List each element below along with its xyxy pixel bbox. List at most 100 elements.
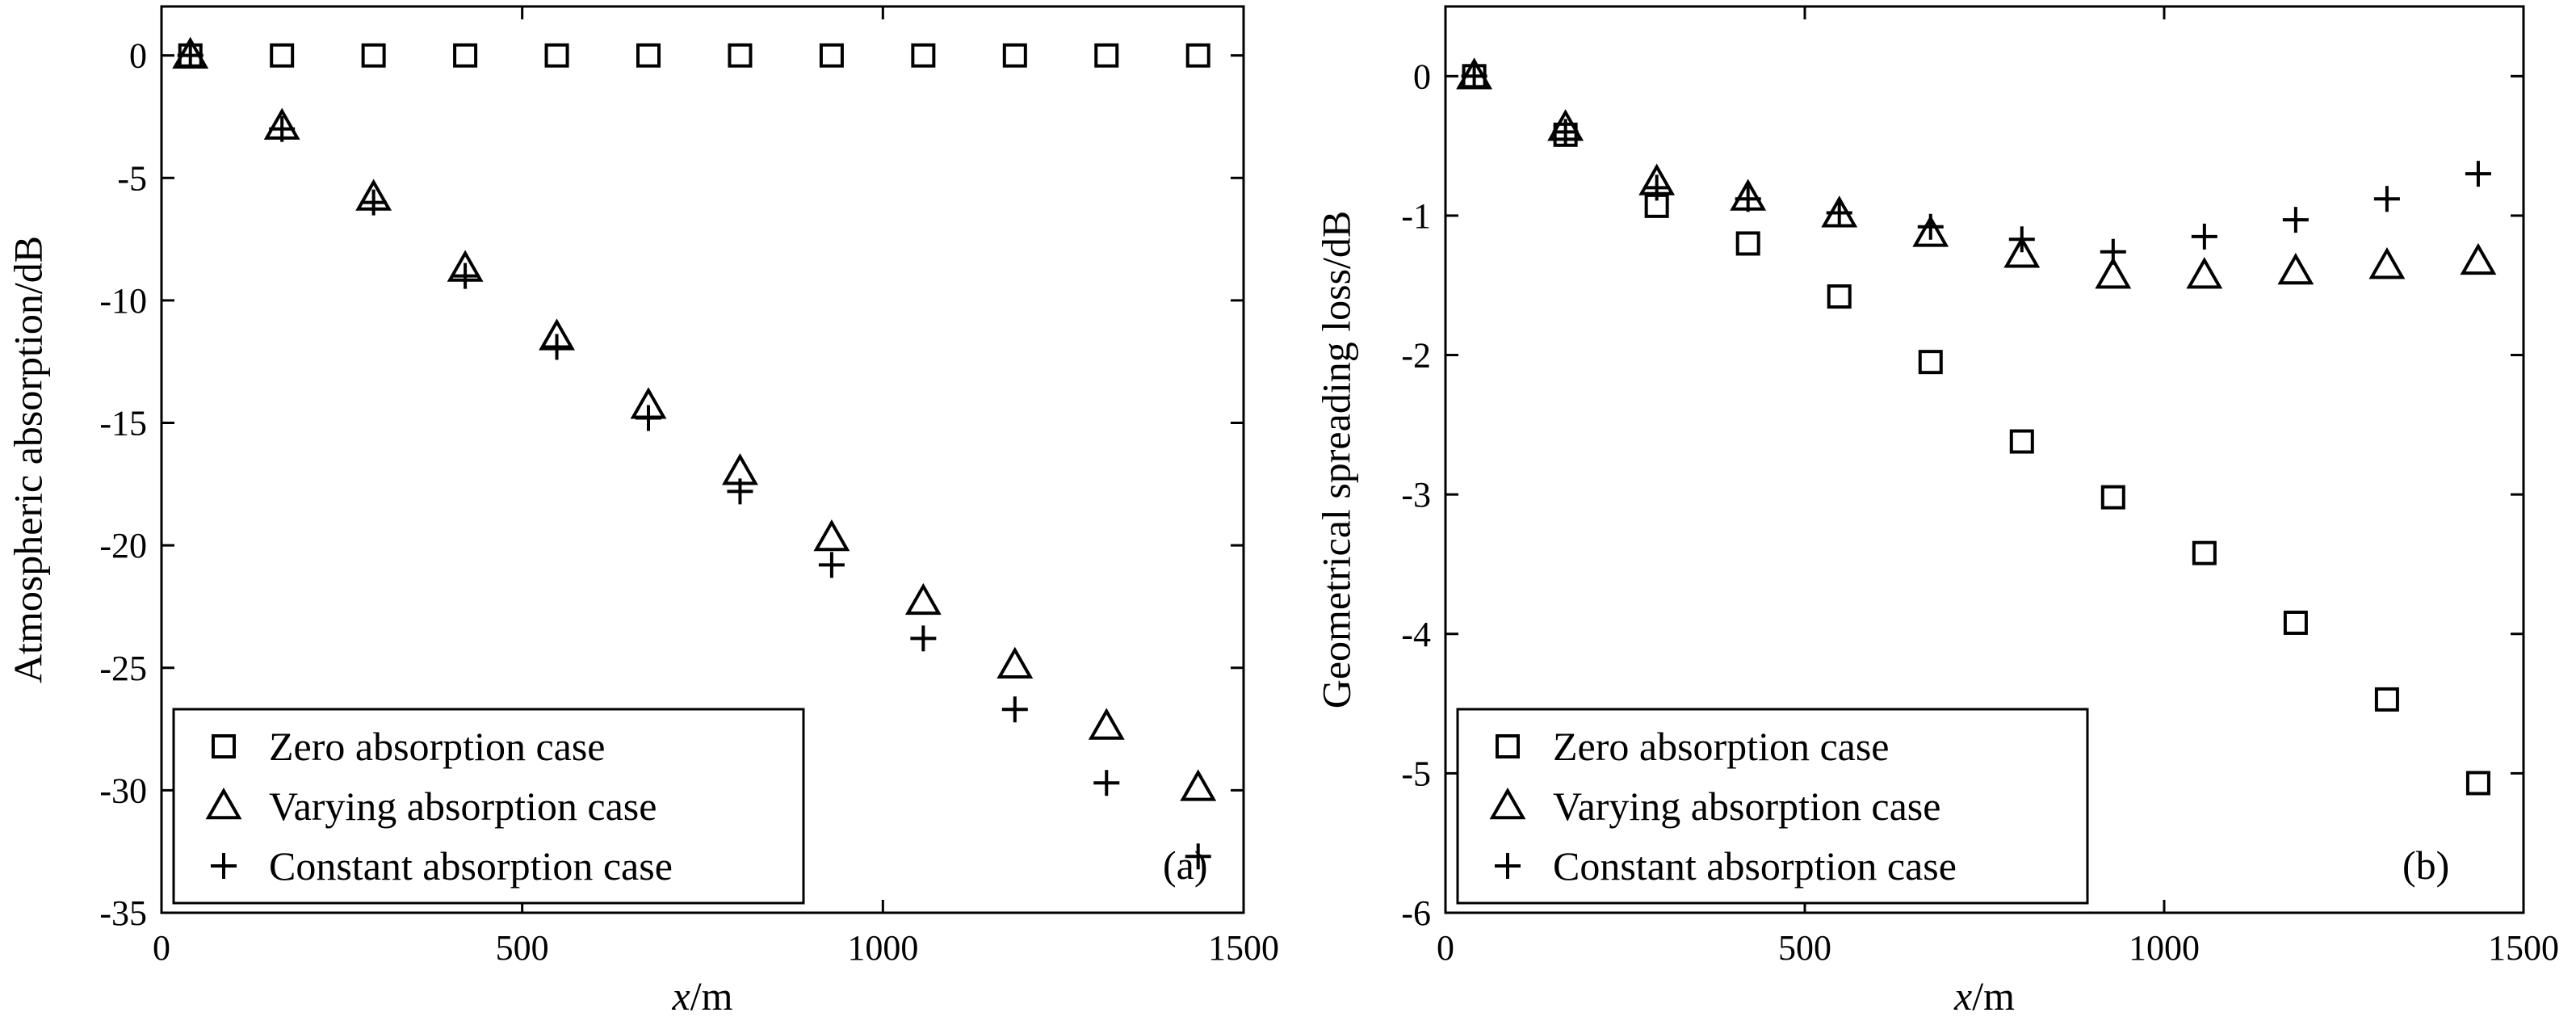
x-tick-label: 0: [153, 928, 170, 968]
data-point-plus: [1917, 213, 1944, 240]
data-point-triangle: [2368, 247, 2406, 279]
legend-entry-label: Constant absorption case: [1553, 843, 1957, 889]
data-point-square: [361, 43, 386, 68]
legend: Zero absorption case Varying absorption c…: [1456, 708, 2089, 905]
y-tick-label: -10: [99, 281, 147, 321]
legend: Zero absorption case Varying absorption c…: [172, 708, 805, 905]
panel-label: (b): [2402, 842, 2449, 888]
y-tick-label: -25: [99, 649, 147, 688]
x-axis-label-variable: x: [1953, 973, 1972, 1019]
y-tick-label: -3: [1401, 475, 1431, 515]
x-tick-label: 0: [1437, 928, 1454, 968]
data-point-plus: [2191, 223, 2217, 250]
y-axis-label: Atmospheric absorption/dB: [5, 236, 50, 683]
x-axis-label-variable: x: [672, 973, 690, 1019]
data-point-triangle: [2186, 257, 2223, 289]
series-square: [178, 43, 1210, 68]
y-tick-label: -15: [99, 404, 147, 443]
x-tick-label: 1000: [2129, 928, 2200, 968]
data-point-square: [2374, 687, 2399, 712]
x-tick-label: 1500: [2488, 928, 2559, 968]
data-point-plus: [2373, 186, 2400, 212]
data-point-plus: [177, 42, 203, 69]
data-point-square: [2192, 540, 2217, 565]
data-point-plus: [910, 625, 937, 652]
data-point-triangle: [1180, 769, 1217, 801]
data-point-square: [1735, 231, 1760, 256]
data-point-triangle: [904, 582, 942, 616]
y-tick-label: -1: [1401, 196, 1431, 236]
data-point-plus: [2282, 207, 2309, 233]
y-axis-label: Geometrical spreading loss/dB: [1313, 211, 1358, 709]
legend-entry-label: Varying absorption case: [1553, 784, 1940, 829]
x-tick-label: 1500: [1208, 928, 1279, 968]
series-triangle: [172, 36, 1217, 801]
y-tick-label: -30: [99, 771, 147, 810]
x-axis-label: x/m: [672, 973, 733, 1019]
data-point-plus: [1552, 119, 1579, 145]
legend-box: [172, 708, 805, 905]
data-point-square: [1002, 43, 1027, 68]
data-point-plus: [1826, 200, 1852, 226]
plot-area-frame: [1444, 5, 2525, 914]
data-point-plus: [1461, 63, 1487, 90]
data-point-square: [1918, 350, 1943, 375]
data-point-plus: [543, 334, 570, 360]
data-point-triangle: [2460, 242, 2497, 275]
data-point-square: [544, 43, 569, 68]
legend-entry-label: Zero absorption case: [269, 724, 606, 769]
x-tick-label: 500: [1778, 928, 1831, 968]
data-point-plus: [818, 552, 845, 578]
data-point-square: [2100, 485, 2125, 510]
data-point-plus: [1001, 696, 1028, 723]
y-tick-label: -35: [99, 893, 147, 933]
x-axis-label: x/m: [1953, 973, 2015, 1019]
series-triangle: [1456, 57, 2497, 289]
legend-entry-label: Constant absorption case: [269, 843, 673, 889]
y-tick-label: -6: [1401, 893, 1431, 933]
x-tick-label: 1000: [847, 928, 918, 968]
data-point-triangle: [996, 646, 1034, 679]
data-point-plus: [1185, 843, 1211, 870]
data-point-square: [1094, 43, 1119, 68]
legend-marker-square: [1496, 734, 1520, 758]
data-point-square: [636, 43, 661, 68]
y-tick-label: 0: [129, 36, 147, 76]
data-point-triangle: [813, 519, 850, 552]
panel-label: (a): [1163, 842, 1208, 888]
legend-marker-triangle: [1489, 787, 1526, 820]
data-point-triangle: [1088, 708, 1125, 740]
data-point-triangle: [2277, 252, 2314, 285]
data-point-square: [728, 43, 753, 68]
data-point-plus: [452, 263, 479, 289]
data-point-plus: [1093, 770, 1120, 796]
plot-area-frame: [160, 5, 1245, 914]
data-point-plus: [269, 116, 296, 142]
data-point-square: [819, 43, 844, 68]
chart-panel-a: 0 500 1000 1500 0 -5 -10 -15 -20 -25 -30 -35 x/m Atmo…: [5, 5, 1279, 1019]
x-axis-label-unit: /m: [690, 973, 733, 1019]
data-point-square: [1185, 43, 1210, 68]
y-tick-label: 0: [1413, 57, 1431, 96]
y-tick-label: -5: [117, 158, 147, 198]
x-tick-label: 500: [496, 928, 549, 968]
data-point-plus: [2008, 226, 2035, 253]
legend-marker-plus: [1495, 853, 1521, 879]
data-point-plus: [360, 189, 387, 216]
y-tick-label: -4: [1401, 615, 1431, 654]
x-axis-label-unit: /m: [1972, 973, 2015, 1019]
data-point-triangle: [1912, 215, 1949, 247]
data-point-plus: [636, 405, 661, 431]
legend-marker-triangle: [205, 787, 242, 820]
legend-entry-label: Zero absorption case: [1553, 724, 1890, 769]
y-tick-label: -2: [1401, 336, 1431, 376]
legend-marker-plus: [211, 853, 237, 879]
data-point-plus: [1643, 174, 1670, 201]
data-point-plus: [1735, 186, 1761, 212]
y-tick-label: -20: [99, 526, 147, 565]
chart-panel-b: 0 500 1000 1500 0 -1 -2 -3 -4 -5 -6 x/m Geometrical …: [1313, 5, 2559, 1019]
legend-entry-label: Varying absorption case: [269, 784, 657, 829]
data-point-square: [911, 43, 936, 68]
legend-box: [1456, 708, 2089, 905]
